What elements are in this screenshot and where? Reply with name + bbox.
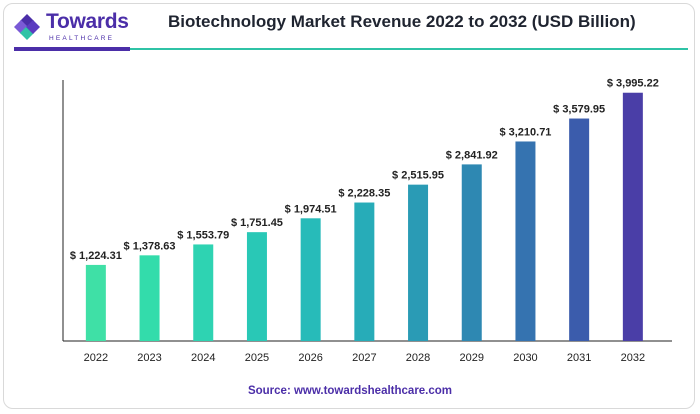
x-tick-label-2031: 2031 bbox=[567, 352, 591, 364]
bar-2022 bbox=[85, 264, 106, 341]
bar-2031 bbox=[569, 118, 590, 341]
bar-2023 bbox=[139, 255, 160, 341]
bar-2027 bbox=[354, 202, 375, 341]
bar-2028 bbox=[408, 184, 429, 341]
brand-mark-icon bbox=[14, 14, 40, 40]
value-label-2025: $ 1,751.45 bbox=[231, 217, 283, 229]
brand-logo: Towards HEALTHCARE bbox=[12, 9, 132, 45]
bar-2029 bbox=[461, 164, 482, 341]
x-tick-label-2028: 2028 bbox=[406, 352, 430, 364]
title-rule-accent bbox=[14, 47, 130, 51]
x-tick-label-2024: 2024 bbox=[191, 352, 215, 364]
value-label-2023: $ 1,378.63 bbox=[124, 240, 176, 252]
value-label-2026: $ 1,974.51 bbox=[285, 203, 337, 215]
x-tick-label-2027: 2027 bbox=[352, 352, 376, 364]
bar-2024 bbox=[193, 244, 214, 341]
x-tick-label-2032: 2032 bbox=[621, 352, 645, 364]
value-label-2029: $ 2,841.92 bbox=[446, 149, 498, 161]
chart-title: Biotechnology Market Revenue 2022 to 203… bbox=[168, 12, 636, 31]
value-label-2027: $ 2,228.35 bbox=[338, 188, 390, 200]
brand-name: Towards bbox=[46, 10, 129, 33]
value-label-2030: $ 3,210.71 bbox=[499, 126, 551, 138]
brand-subtitle: HEALTHCARE bbox=[49, 35, 115, 42]
value-label-2022: $ 1,224.31 bbox=[70, 250, 122, 262]
value-label-2031: $ 3,579.95 bbox=[553, 104, 605, 116]
bar-2030 bbox=[515, 141, 536, 341]
x-tick-label-2030: 2030 bbox=[513, 352, 537, 364]
x-tick-label-2023: 2023 bbox=[137, 352, 161, 364]
x-tick-label-2029: 2029 bbox=[460, 352, 484, 364]
bar-2026 bbox=[300, 218, 321, 341]
bar-2025 bbox=[246, 232, 267, 341]
bar-2032 bbox=[622, 92, 643, 341]
value-label-2024: $ 1,553.79 bbox=[177, 229, 229, 241]
source-note: Source: www.towardshealthcare.com bbox=[247, 385, 453, 397]
x-tick-label-2026: 2026 bbox=[298, 352, 322, 364]
value-label-2032: $ 3,995.22 bbox=[607, 78, 659, 90]
value-label-2028: $ 2,515.95 bbox=[392, 170, 444, 182]
title-rule bbox=[130, 48, 688, 50]
x-tick-label-2025: 2025 bbox=[245, 352, 269, 364]
x-tick-label-2022: 2022 bbox=[84, 352, 108, 364]
